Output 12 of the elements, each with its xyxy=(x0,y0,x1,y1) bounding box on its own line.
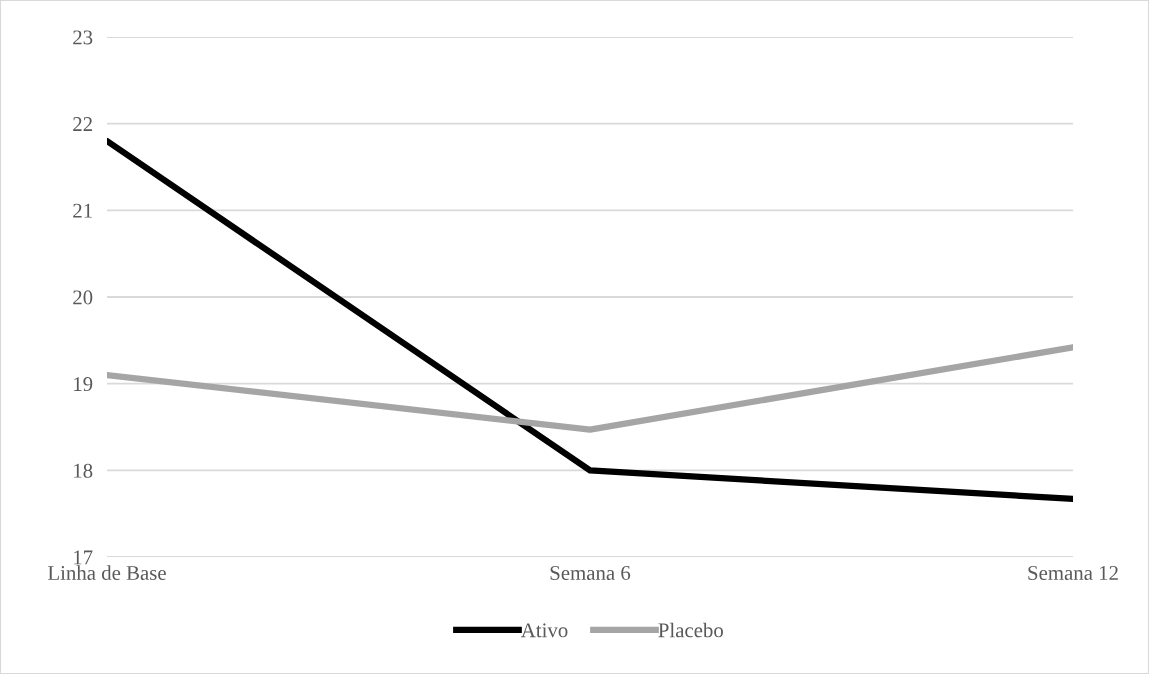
y-tick-label: 21 xyxy=(73,203,92,218)
y-tick-label: 19 xyxy=(74,377,93,392)
x-tick-label: Linha de Base xyxy=(48,565,166,580)
y-tick-label: 17 xyxy=(74,550,93,565)
legend-label: Placebo xyxy=(658,622,723,638)
y-tick-label: 23 xyxy=(73,30,93,45)
x-tick-label: Semana 6 xyxy=(550,565,631,580)
y-tick-label: 22 xyxy=(73,117,92,131)
x-tick-label: Semana 12 xyxy=(1028,565,1118,580)
y-tick-label: 20 xyxy=(73,290,93,305)
legend-label: Ativo xyxy=(521,623,568,638)
y-tick-label: 18 xyxy=(74,463,93,478)
